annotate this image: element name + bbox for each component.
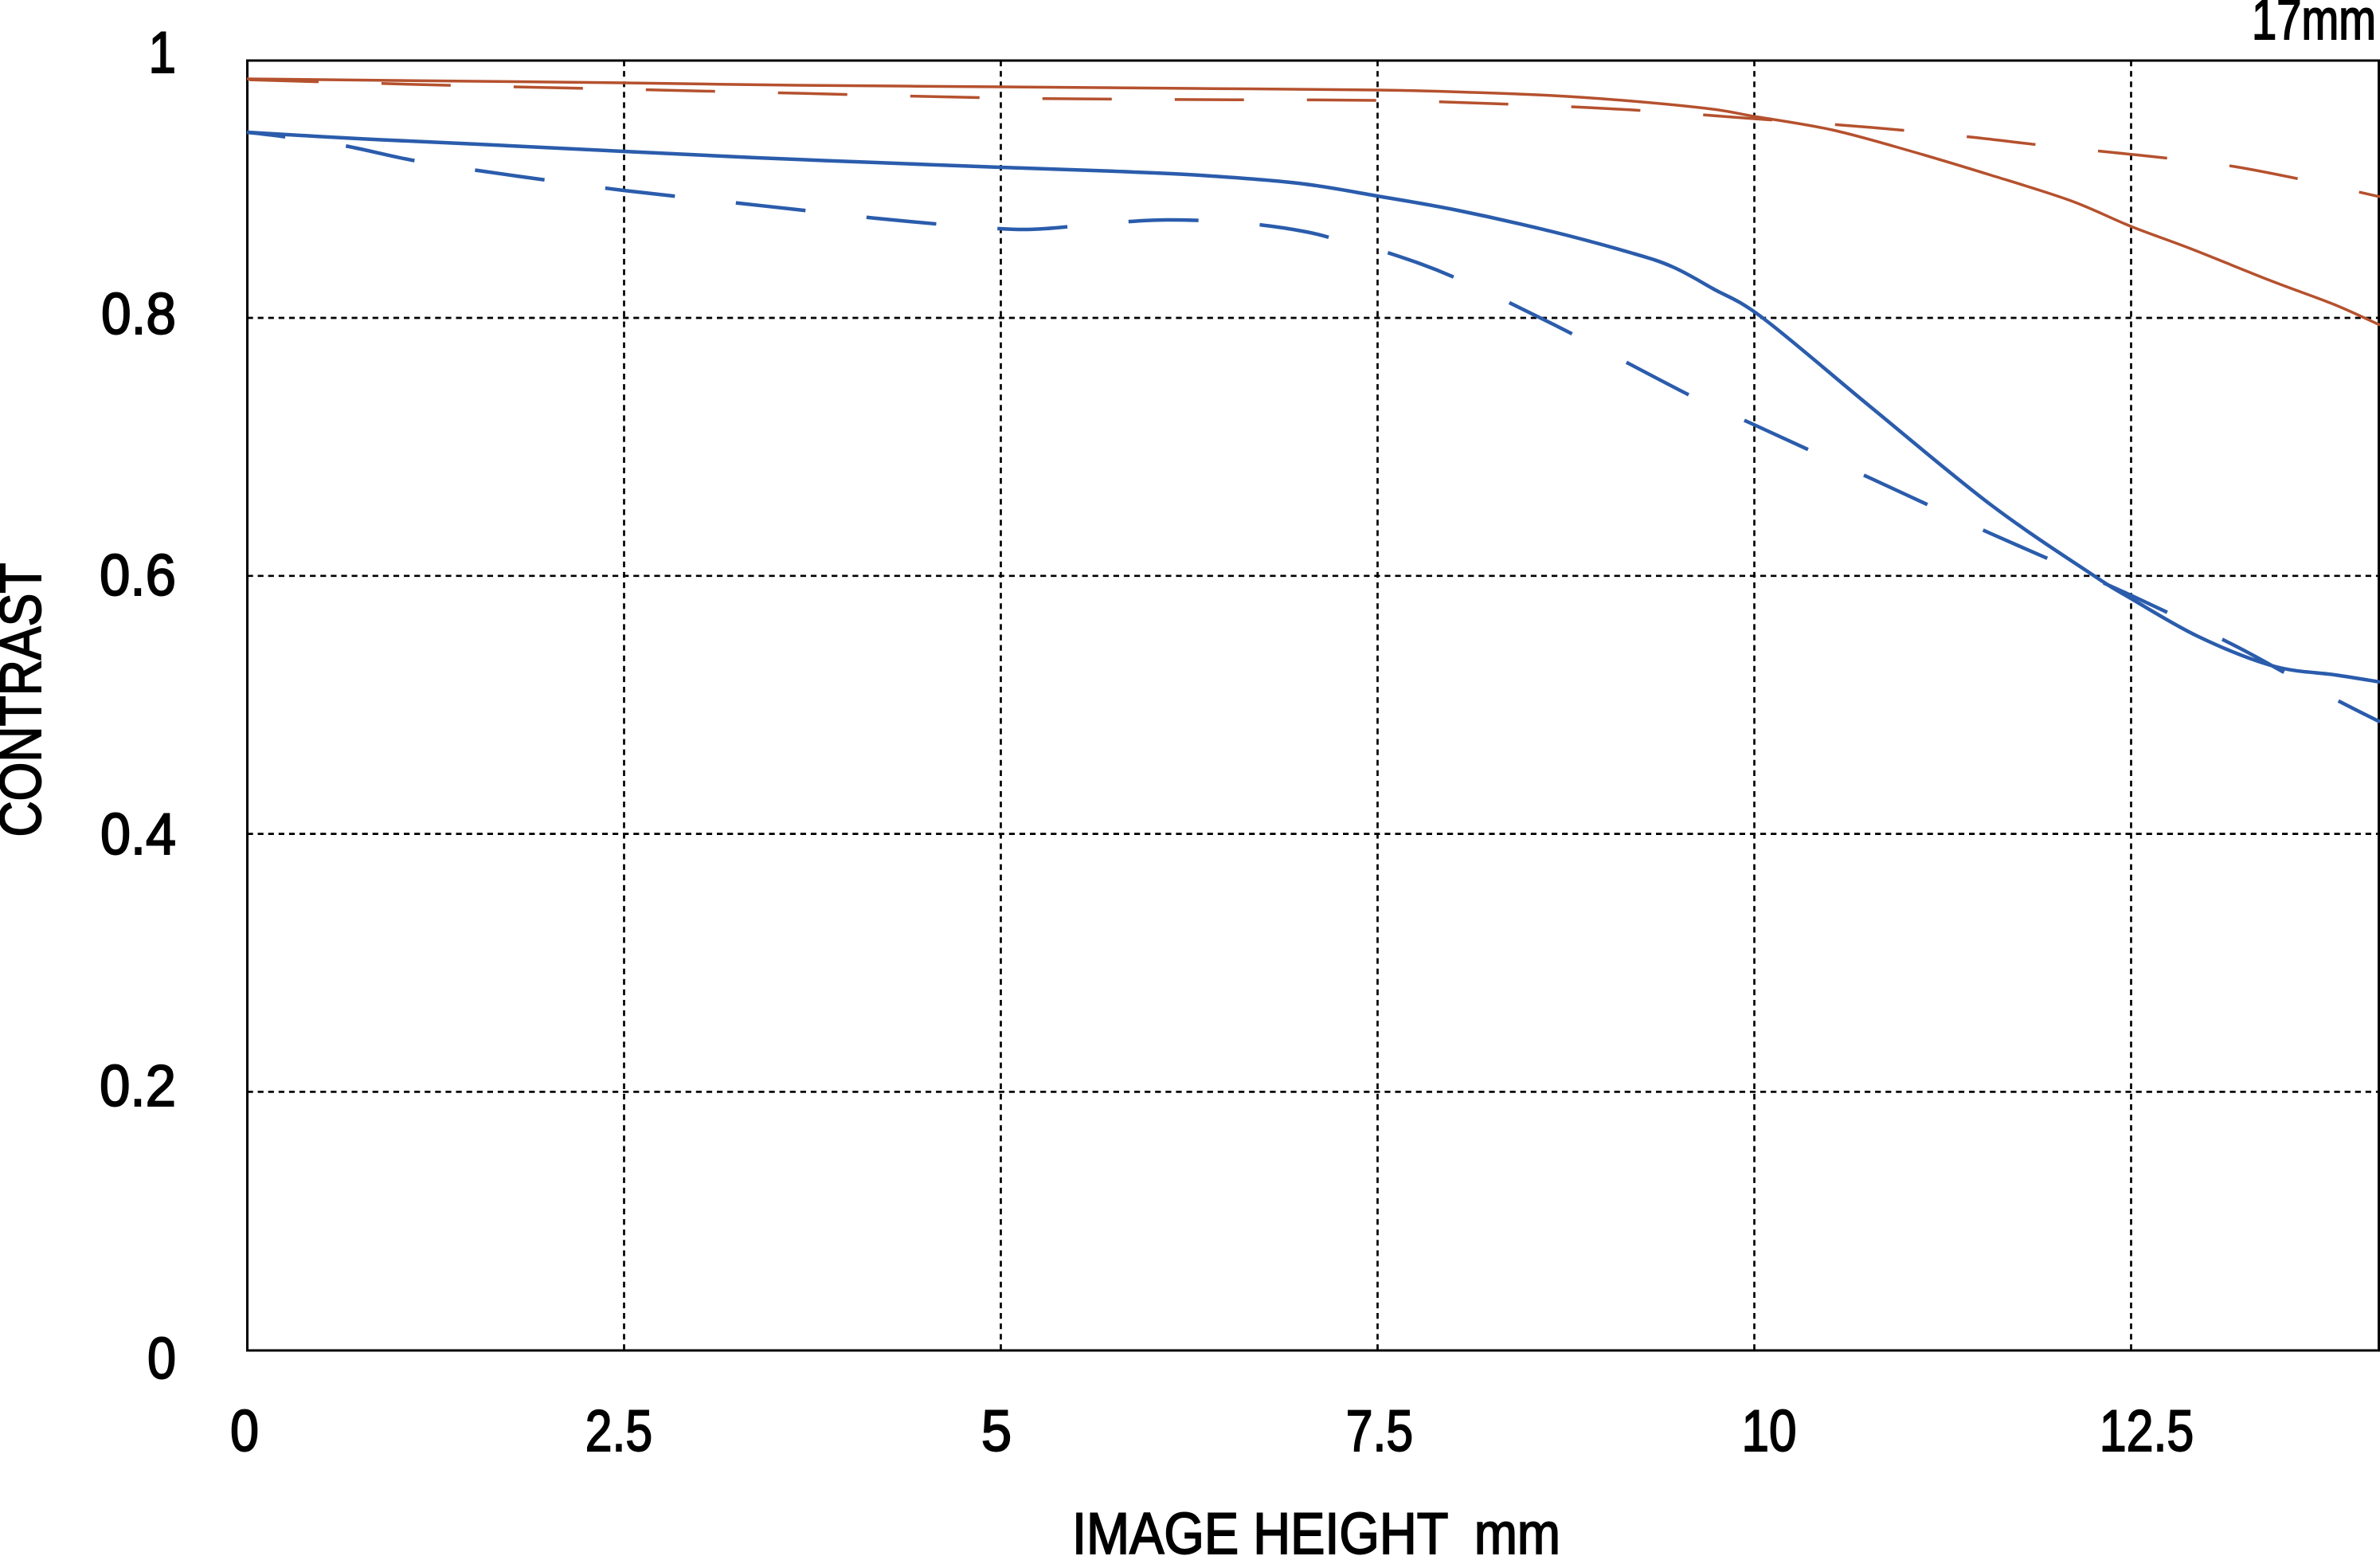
svg-text:0: 0 — [147, 1327, 176, 1391]
svg-text:0.8: 0.8 — [101, 282, 176, 347]
svg-text:10: 10 — [1742, 1399, 1797, 1464]
svg-text:IMAGE HEIGHT mm: IMAGE HEIGHT mm — [1072, 1502, 1560, 1556]
svg-text:12.5: 12.5 — [2100, 1399, 2194, 1464]
svg-text:2.5: 2.5 — [585, 1399, 652, 1464]
svg-text:0.4: 0.4 — [100, 802, 176, 867]
svg-text:0: 0 — [230, 1399, 259, 1464]
svg-text:1: 1 — [149, 21, 177, 85]
svg-text:CONTRAST: CONTRAST — [0, 563, 53, 837]
svg-text:17mm: 17mm — [2252, 0, 2376, 52]
svg-text:7.5: 7.5 — [1346, 1399, 1413, 1464]
svg-text:0.2: 0.2 — [100, 1054, 176, 1119]
svg-text:0.6: 0.6 — [100, 543, 176, 608]
svg-text:5: 5 — [981, 1399, 1012, 1464]
